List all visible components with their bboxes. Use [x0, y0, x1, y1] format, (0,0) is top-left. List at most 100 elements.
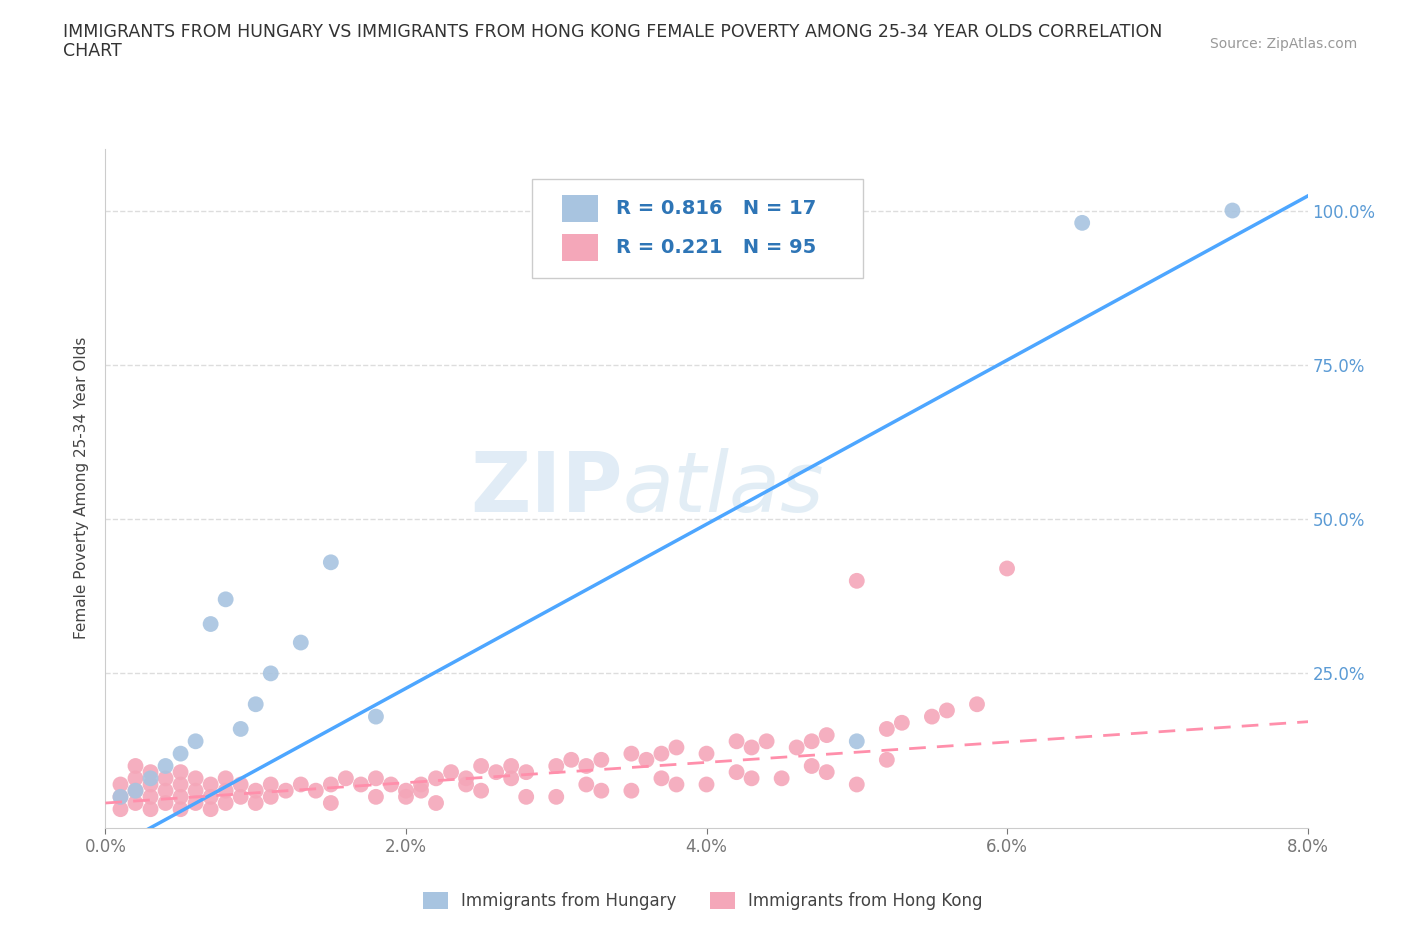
Point	[815, 764, 838, 779]
Point	[335, 771, 357, 786]
Point	[169, 802, 191, 817]
Point	[319, 795, 342, 810]
Point	[229, 722, 252, 737]
Point	[485, 764, 508, 779]
Point	[169, 746, 191, 761]
Point	[620, 746, 643, 761]
Point	[245, 795, 267, 810]
Point	[591, 752, 613, 767]
Point	[845, 574, 868, 589]
Point	[139, 802, 162, 817]
Point	[546, 759, 568, 774]
Point	[696, 746, 718, 761]
Bar	[562, 233, 599, 260]
Text: atlas: atlas	[623, 447, 824, 529]
Point	[575, 777, 598, 792]
Point	[650, 746, 672, 761]
Point	[470, 759, 492, 774]
Point	[470, 783, 492, 798]
Point	[260, 777, 283, 792]
Point	[636, 752, 658, 767]
Point	[110, 777, 132, 792]
Point	[110, 790, 132, 804]
Point	[214, 771, 236, 786]
Point	[815, 727, 838, 742]
Point	[184, 771, 207, 786]
Point	[124, 771, 146, 786]
Point	[380, 777, 402, 792]
Bar	[562, 194, 599, 221]
Point	[650, 771, 672, 786]
Point	[501, 759, 523, 774]
Point	[229, 790, 252, 804]
Point	[800, 759, 823, 774]
Point	[274, 783, 297, 798]
Point	[139, 771, 162, 786]
Point	[200, 790, 222, 804]
Point	[124, 783, 146, 798]
Point	[665, 740, 688, 755]
Point	[200, 777, 222, 792]
Point	[741, 771, 763, 786]
Point	[364, 790, 387, 804]
Point	[560, 752, 582, 767]
Point	[214, 795, 236, 810]
Text: ZIP: ZIP	[470, 447, 623, 529]
Point	[139, 777, 162, 792]
Point	[260, 666, 283, 681]
Point	[395, 783, 418, 798]
Point	[786, 740, 808, 755]
Point	[620, 783, 643, 798]
Point	[501, 771, 523, 786]
Point	[995, 561, 1018, 576]
Point	[260, 790, 283, 804]
Point	[110, 790, 132, 804]
FancyBboxPatch shape	[533, 179, 863, 278]
Point	[290, 635, 312, 650]
Point	[124, 759, 146, 774]
Point	[1222, 203, 1244, 218]
Point	[214, 591, 236, 606]
Point	[800, 734, 823, 749]
Point	[425, 795, 447, 810]
Point	[229, 777, 252, 792]
Point	[169, 764, 191, 779]
Point	[245, 697, 267, 711]
Point	[546, 790, 568, 804]
Point	[845, 734, 868, 749]
Point	[184, 734, 207, 749]
Text: R = 0.221   N = 95: R = 0.221 N = 95	[616, 238, 817, 257]
Point	[364, 710, 387, 724]
Point	[696, 777, 718, 792]
Point	[364, 771, 387, 786]
Point	[155, 771, 177, 786]
Point	[110, 802, 132, 817]
Point	[155, 759, 177, 774]
Text: Source: ZipAtlas.com: Source: ZipAtlas.com	[1209, 37, 1357, 51]
Point	[169, 790, 191, 804]
Point	[921, 710, 943, 724]
Point	[936, 703, 959, 718]
Point	[184, 783, 207, 798]
Legend: Immigrants from Hungary, Immigrants from Hong Kong: Immigrants from Hungary, Immigrants from…	[416, 885, 990, 917]
Point	[454, 771, 477, 786]
Point	[200, 617, 222, 631]
Point	[350, 777, 373, 792]
Point	[741, 740, 763, 755]
Text: CHART: CHART	[63, 42, 122, 60]
Point	[665, 777, 688, 792]
Point	[139, 790, 162, 804]
Point	[876, 752, 898, 767]
Point	[305, 783, 328, 798]
Point	[409, 783, 432, 798]
Point	[890, 715, 912, 730]
Point	[200, 802, 222, 817]
Point	[515, 764, 537, 779]
Point	[770, 771, 793, 786]
Point	[409, 777, 432, 792]
Point	[124, 783, 146, 798]
Point	[155, 795, 177, 810]
Point	[725, 764, 748, 779]
Point	[124, 795, 146, 810]
Point	[440, 764, 463, 779]
